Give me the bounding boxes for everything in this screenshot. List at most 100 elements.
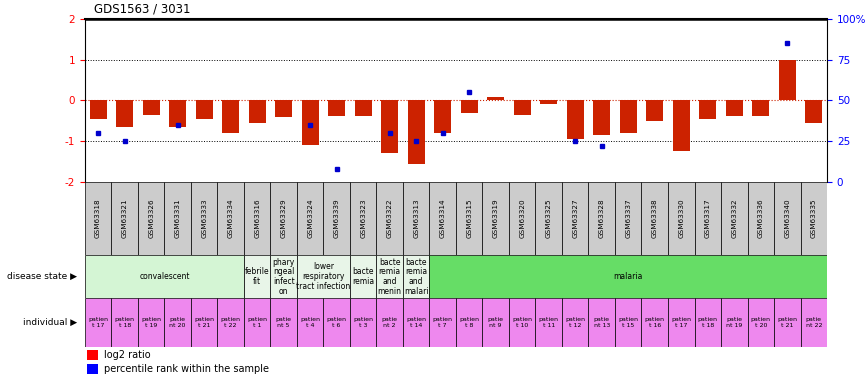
Text: patien
t 10: patien t 10 [512, 317, 533, 328]
Text: patie
nt 22: patie nt 22 [805, 317, 822, 328]
FancyBboxPatch shape [165, 298, 191, 347]
FancyBboxPatch shape [456, 182, 482, 255]
Bar [249, 100, 266, 123]
FancyBboxPatch shape [350, 255, 377, 298]
FancyBboxPatch shape [747, 182, 774, 255]
FancyBboxPatch shape [800, 182, 827, 255]
Text: GSM63326: GSM63326 [148, 199, 154, 238]
Text: patien
t 15: patien t 15 [618, 317, 638, 328]
FancyBboxPatch shape [535, 298, 562, 347]
Bar [381, 100, 398, 153]
Text: GSM63328: GSM63328 [598, 199, 604, 238]
FancyBboxPatch shape [85, 298, 112, 347]
Text: bacte
remia: bacte remia [352, 267, 374, 286]
FancyBboxPatch shape [403, 182, 430, 255]
Text: lower
respiratory
tract infection: lower respiratory tract infection [296, 262, 351, 291]
FancyBboxPatch shape [615, 182, 642, 255]
FancyBboxPatch shape [535, 182, 562, 255]
Text: GSM63319: GSM63319 [493, 199, 499, 238]
Text: patie
nt 5: patie nt 5 [275, 317, 292, 328]
FancyBboxPatch shape [165, 182, 191, 255]
FancyBboxPatch shape [191, 182, 217, 255]
Bar [301, 100, 319, 145]
Text: GSM63320: GSM63320 [520, 199, 525, 238]
FancyBboxPatch shape [270, 255, 297, 298]
Bar [753, 100, 769, 116]
Text: GSM63313: GSM63313 [413, 199, 419, 238]
FancyBboxPatch shape [297, 182, 323, 255]
FancyBboxPatch shape [270, 298, 297, 347]
FancyBboxPatch shape [721, 298, 747, 347]
Text: patien
t 11: patien t 11 [539, 317, 559, 328]
Text: patien
t 17: patien t 17 [88, 317, 108, 328]
FancyBboxPatch shape [430, 298, 456, 347]
Text: GSM63327: GSM63327 [572, 199, 578, 238]
FancyBboxPatch shape [562, 182, 589, 255]
Bar [328, 100, 346, 116]
Bar [275, 100, 293, 117]
FancyBboxPatch shape [377, 255, 403, 298]
Text: disease state ▶: disease state ▶ [7, 272, 77, 281]
Text: patien
t 6: patien t 6 [326, 317, 346, 328]
Bar [540, 100, 558, 104]
Bar [143, 100, 159, 115]
Text: bacte
remia
and
menin: bacte remia and menin [378, 258, 402, 296]
FancyBboxPatch shape [112, 182, 138, 255]
Text: GSM63336: GSM63336 [758, 199, 764, 238]
FancyBboxPatch shape [562, 298, 589, 347]
FancyBboxPatch shape [430, 182, 456, 255]
FancyBboxPatch shape [323, 298, 350, 347]
Text: GSM63340: GSM63340 [785, 199, 791, 238]
Bar [619, 100, 637, 133]
FancyBboxPatch shape [668, 182, 695, 255]
FancyBboxPatch shape [747, 298, 774, 347]
Bar [487, 98, 504, 100]
Text: GSM63324: GSM63324 [307, 199, 313, 238]
FancyBboxPatch shape [377, 182, 403, 255]
FancyBboxPatch shape [430, 255, 827, 298]
FancyBboxPatch shape [112, 298, 138, 347]
FancyBboxPatch shape [642, 182, 668, 255]
FancyBboxPatch shape [350, 182, 377, 255]
FancyBboxPatch shape [297, 255, 350, 298]
FancyBboxPatch shape [244, 255, 270, 298]
FancyBboxPatch shape [509, 298, 535, 347]
FancyBboxPatch shape [85, 255, 244, 298]
Text: febrile
fit: febrile fit [245, 267, 269, 286]
Bar [646, 100, 663, 121]
Bar [593, 100, 611, 135]
Text: percentile rank within the sample: percentile rank within the sample [104, 364, 269, 374]
FancyBboxPatch shape [244, 182, 270, 255]
FancyBboxPatch shape [800, 298, 827, 347]
FancyBboxPatch shape [138, 298, 165, 347]
Text: patien
t 17: patien t 17 [671, 317, 691, 328]
Text: patien
t 18: patien t 18 [114, 317, 134, 328]
Text: patien
t 20: patien t 20 [751, 317, 771, 328]
Bar [116, 100, 133, 127]
FancyBboxPatch shape [642, 298, 668, 347]
Text: GSM63339: GSM63339 [333, 199, 339, 238]
Text: GSM63321: GSM63321 [121, 199, 127, 238]
Text: patien
t 21: patien t 21 [194, 317, 214, 328]
FancyBboxPatch shape [589, 182, 615, 255]
Text: patien
t 19: patien t 19 [141, 317, 161, 328]
Text: patie
nt 9: patie nt 9 [488, 317, 504, 328]
FancyBboxPatch shape [774, 298, 800, 347]
Text: GSM63330: GSM63330 [678, 199, 684, 238]
Text: GSM63331: GSM63331 [175, 199, 181, 238]
Text: GSM63335: GSM63335 [811, 199, 817, 238]
FancyBboxPatch shape [217, 182, 244, 255]
FancyBboxPatch shape [721, 182, 747, 255]
Text: log2 ratio: log2 ratio [104, 350, 151, 360]
Text: phary
ngeal
infect
on: phary ngeal infect on [273, 258, 294, 296]
FancyBboxPatch shape [191, 298, 217, 347]
Text: patien
t 7: patien t 7 [433, 317, 453, 328]
Bar [726, 100, 743, 116]
Bar [87, 364, 98, 374]
FancyBboxPatch shape [138, 182, 165, 255]
FancyBboxPatch shape [85, 182, 112, 255]
FancyBboxPatch shape [350, 298, 377, 347]
Text: GSM63317: GSM63317 [705, 199, 711, 238]
FancyBboxPatch shape [403, 255, 430, 298]
Text: individual ▶: individual ▶ [23, 318, 77, 327]
